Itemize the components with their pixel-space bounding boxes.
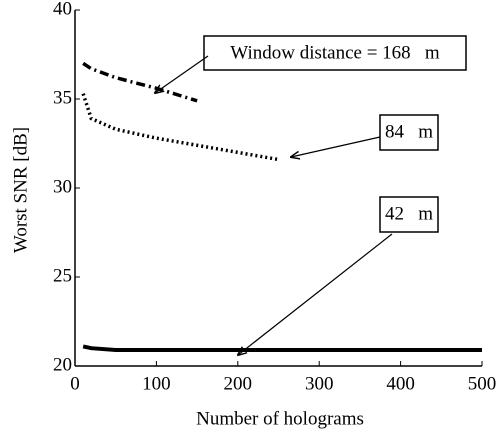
series-line [82, 61, 198, 103]
x-tick-label: 0 [70, 373, 80, 394]
x-axis-label: Number of holograms [196, 408, 364, 429]
arrow [291, 136, 381, 157]
annotation: 42 m [385, 203, 433, 224]
y-tick-label: 40 [53, 0, 72, 19]
x-tick-label: 500 [468, 373, 497, 394]
y-tick-label: 25 [53, 265, 72, 286]
annotation-box [379, 196, 439, 233]
x-tick-label: 200 [224, 373, 253, 394]
annotation-box [379, 114, 439, 151]
series-line [82, 344, 482, 352]
x-tick-label: 100 [142, 373, 171, 394]
annotation-box [203, 35, 467, 71]
y-tick-label: 30 [53, 176, 72, 197]
annotation: 84 m [385, 121, 433, 142]
y-axis-label: Worst SNR [dB] [10, 127, 31, 253]
arrow [238, 233, 393, 355]
arrow [155, 55, 209, 93]
y-tick-label: 35 [53, 87, 72, 108]
x-tick-label: 300 [305, 373, 334, 394]
annotation: Window distance = 168 m [230, 42, 440, 63]
series-line [81, 93, 279, 162]
x-tick-label: 400 [386, 373, 415, 394]
y-tick-label: 20 [53, 354, 72, 375]
